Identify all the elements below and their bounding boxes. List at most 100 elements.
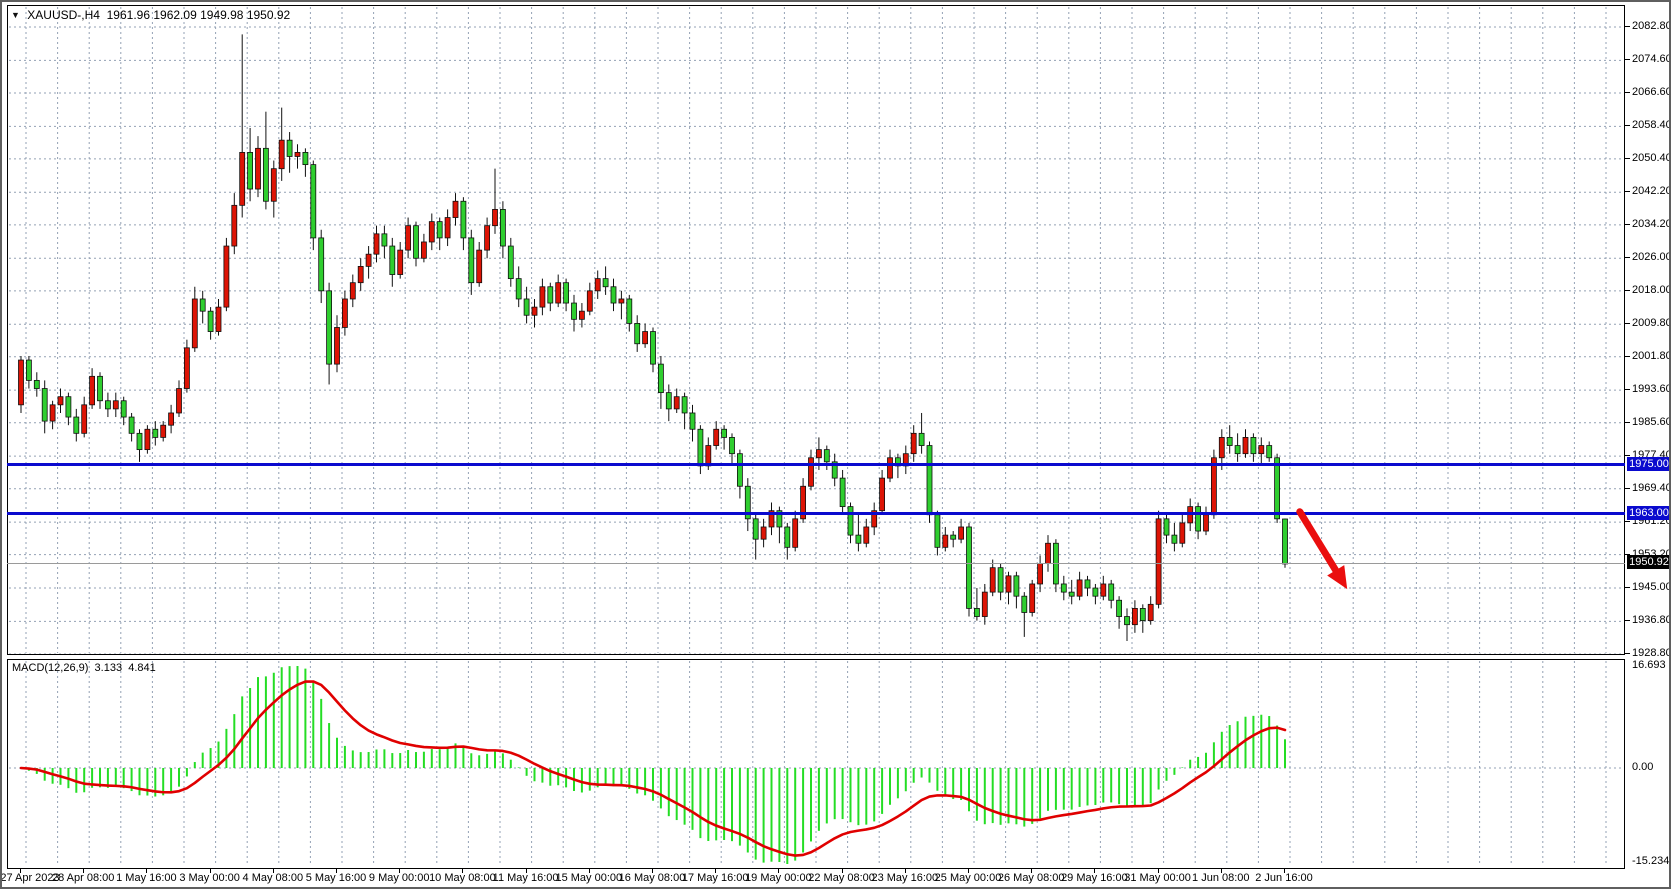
macd-panel[interactable] bbox=[7, 659, 1625, 869]
price-tick-label: 2018.00 bbox=[1632, 283, 1671, 296]
time-tick bbox=[778, 869, 780, 873]
price-tick bbox=[1625, 653, 1630, 654]
price-chart-canvas[interactable] bbox=[8, 6, 1624, 654]
time-tick-label: 27 Apr 2023 bbox=[0, 872, 60, 884]
time-tick bbox=[336, 869, 337, 873]
price-tick-label: 2042.20 bbox=[1632, 185, 1671, 198]
time-tick bbox=[399, 869, 401, 873]
price-tick-label: 2009.80 bbox=[1632, 317, 1671, 330]
ohlc-low: 1949.98 bbox=[200, 8, 244, 22]
time-tick-label: 31 May 00:00 bbox=[1124, 872, 1191, 884]
time-tick bbox=[1220, 869, 1222, 873]
price-tick-label: 2001.80 bbox=[1632, 349, 1671, 362]
time-tick-label: 25 May 00:00 bbox=[934, 872, 1002, 884]
time-tick-label: 15 May 00:00 bbox=[555, 872, 623, 884]
resistance-line-1975[interactable] bbox=[7, 463, 1625, 467]
macd-signal-value: 4.841 bbox=[128, 662, 156, 674]
time-tick bbox=[20, 869, 21, 873]
macd-axis-zero: 0.00 bbox=[1632, 761, 1654, 773]
ohlc-high: 1962.09 bbox=[153, 8, 197, 22]
price-tick bbox=[1625, 421, 1630, 423]
price-tick bbox=[1625, 26, 1630, 27]
time-tick bbox=[462, 869, 464, 873]
support-line-1963[interactable] bbox=[7, 512, 1625, 516]
price-tick-label: 1928.80 bbox=[1632, 647, 1671, 659]
time-tick bbox=[652, 869, 653, 873]
ohlc-open: 1961.96 bbox=[106, 8, 151, 22]
time-tick bbox=[715, 869, 717, 873]
time-tick-label: 22 May 08:00 bbox=[808, 872, 875, 884]
price-tick-label: 1936.80 bbox=[1632, 614, 1671, 627]
price-tick bbox=[1625, 257, 1630, 259]
time-tick-label: 19 May 00:00 bbox=[745, 872, 812, 884]
time-tick bbox=[1157, 869, 1159, 873]
right-axis-strip bbox=[1625, 2, 1669, 887]
time-tick bbox=[1094, 869, 1096, 873]
price-tick-label: 2074.60 bbox=[1632, 53, 1671, 66]
price-tick bbox=[1625, 289, 1630, 291]
price-tick-label: 1985.60 bbox=[1632, 415, 1671, 428]
time-tick bbox=[588, 869, 590, 873]
time-tick bbox=[525, 869, 527, 873]
time-tick-label: 26 May 08:00 bbox=[997, 872, 1065, 884]
price-tick-label: 1993.60 bbox=[1632, 383, 1671, 396]
time-tick bbox=[904, 869, 906, 873]
price-tick bbox=[1625, 553, 1630, 555]
time-tick-label: 1 Jun 08:00 bbox=[1192, 872, 1250, 884]
price-tick bbox=[1625, 521, 1630, 523]
chart-symbol-period: XAUUSD-,H4 bbox=[27, 8, 100, 22]
time-tick-label: 29 May 16:00 bbox=[1061, 872, 1128, 884]
price-tick-label: 2058.40 bbox=[1632, 119, 1671, 132]
price-chart-panel[interactable] bbox=[7, 5, 1625, 655]
price-tick bbox=[1625, 323, 1630, 325]
price-tick-label: 2066.60 bbox=[1632, 85, 1671, 98]
current-price-line bbox=[7, 562, 1625, 564]
price-tick-label: 2034.20 bbox=[1632, 217, 1671, 230]
price-tick bbox=[1625, 191, 1630, 193]
current-price-tag: 1950.92 bbox=[1627, 554, 1669, 569]
price-tick-label: 2082.80 bbox=[1632, 20, 1671, 32]
level-price-tag: 1963.00 bbox=[1627, 505, 1669, 520]
time-tick bbox=[209, 869, 211, 873]
time-tick bbox=[1284, 869, 1285, 873]
price-tick bbox=[1625, 587, 1630, 589]
time-tick bbox=[83, 869, 85, 873]
time-tick bbox=[146, 869, 148, 873]
time-tick-label: 28 Apr 08:00 bbox=[51, 872, 115, 884]
macd-indicator-label: MACD(12,26,9) 3.133 4.841 bbox=[12, 662, 156, 674]
macd-value: 3.133 bbox=[94, 662, 123, 674]
time-tick-label: 1 May 16:00 bbox=[116, 872, 177, 884]
price-tick bbox=[1625, 91, 1630, 93]
time-tick-label: 16 May 08:00 bbox=[618, 872, 686, 884]
price-tick bbox=[1625, 157, 1630, 159]
time-tick-label: 4 May 08:00 bbox=[242, 872, 304, 884]
price-tick-label: 1969.40 bbox=[1632, 481, 1671, 494]
time-tick-label: 11 May 16:00 bbox=[492, 872, 559, 884]
time-tick-label: 2 Jun 16:00 bbox=[1255, 872, 1313, 884]
level-price-tag: 1975.00 bbox=[1627, 456, 1669, 471]
time-tick bbox=[272, 869, 274, 873]
time-tick-label: 9 May 00:00 bbox=[368, 872, 430, 884]
time-tick-label: 3 May 00:00 bbox=[179, 872, 240, 884]
price-tick bbox=[1625, 59, 1630, 61]
macd-axis-max: 16.693 bbox=[1632, 659, 1666, 671]
price-tick-label: 2050.40 bbox=[1632, 151, 1671, 164]
price-tick bbox=[1625, 355, 1630, 357]
chart-title: ▼ XAUUSD-,H4 1961.96 1962.09 1949.98 195… bbox=[11, 8, 290, 22]
time-tick-label: 23 May 16:00 bbox=[871, 872, 939, 884]
macd-axis-min: -15.234 bbox=[1632, 855, 1670, 867]
time-tick-label: 10 May 08:00 bbox=[429, 872, 496, 884]
price-tick bbox=[1625, 125, 1630, 127]
time-tick-label: 5 May 16:00 bbox=[305, 872, 367, 884]
symbol-dropdown-icon[interactable]: ▼ bbox=[11, 10, 20, 20]
price-tick-label: 2026.00 bbox=[1632, 251, 1671, 264]
time-tick bbox=[841, 869, 843, 873]
ohlc-close: 1950.92 bbox=[246, 8, 291, 22]
macd-canvas[interactable] bbox=[8, 660, 1624, 868]
time-tick-label: 17 May 16:00 bbox=[681, 872, 749, 884]
price-tick bbox=[1625, 487, 1630, 489]
price-tick bbox=[1625, 455, 1630, 457]
price-tick-label: 1945.00 bbox=[1632, 581, 1671, 594]
time-tick bbox=[1031, 869, 1033, 873]
